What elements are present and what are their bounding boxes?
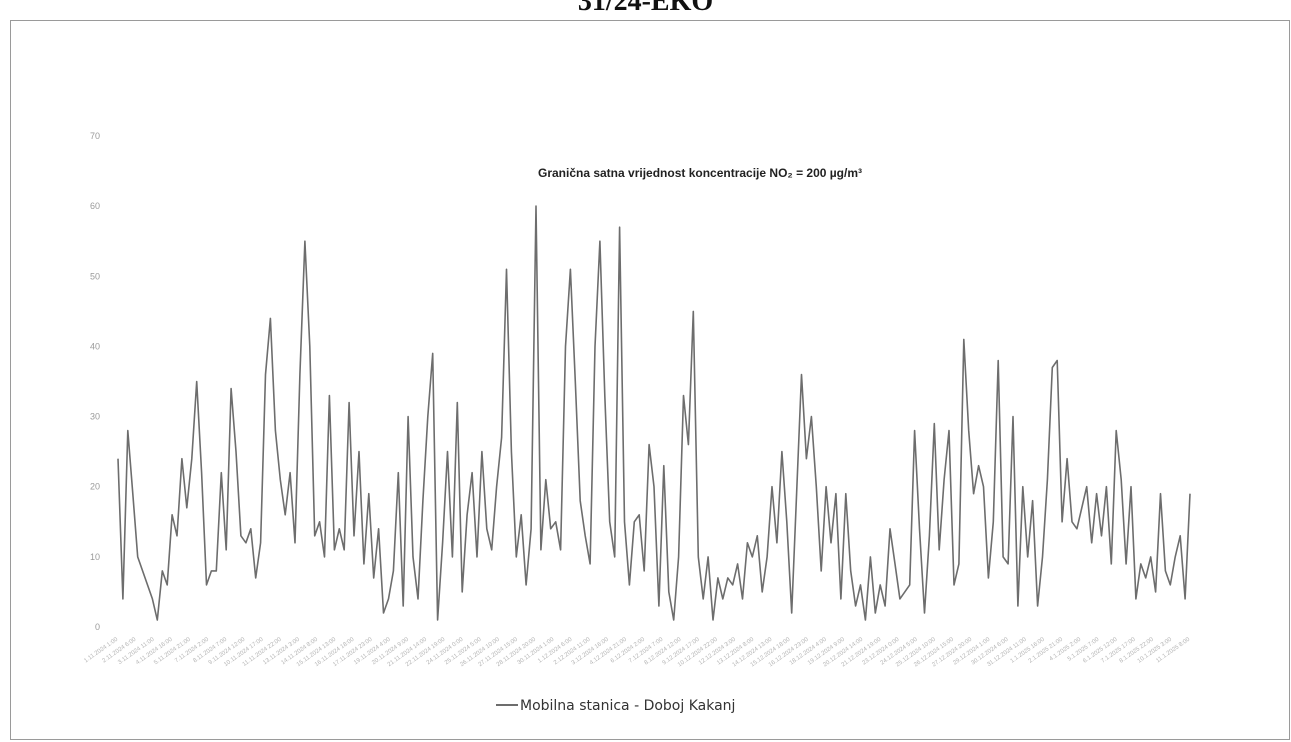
y-tick-label: 70 [90,131,100,141]
y-tick-label: 10 [90,552,100,562]
y-axis-ticks: 0 10 20 30 40 50 60 70 [90,131,100,632]
plot-area [117,205,1191,621]
series-line [117,205,1191,621]
chart-frame [10,20,1290,740]
y-tick-label: 30 [90,412,100,422]
y-tick-label: 40 [90,341,100,351]
legend: Mobilna stanica - Doboj Kakanj [496,698,735,714]
y-tick-label: 20 [90,482,100,492]
x-axis-ticks: 1.11.2024 1:002.11.2024 6:003.11.2024 11… [83,636,1191,668]
y-tick-label: 0 [95,622,100,632]
y-tick-label: 50 [90,271,100,281]
legend-label: Mobilna stanica - Doboj Kakanj [520,698,735,714]
document-number: 31/24-EKO [577,0,714,17]
x-tick-label: 11.1.2025 8:00 [1155,636,1191,664]
limit-annotation: Granična satna vrijednost koncentracije … [538,166,862,180]
y-tick-label: 60 [90,201,100,211]
